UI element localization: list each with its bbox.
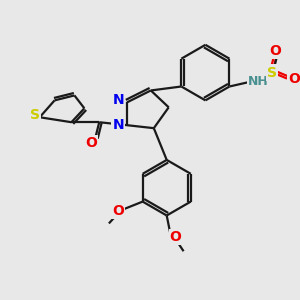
- Text: O: O: [170, 230, 182, 244]
- Text: N: N: [112, 93, 124, 107]
- Text: S: S: [267, 66, 277, 80]
- Text: S: S: [30, 108, 40, 122]
- Text: N: N: [112, 118, 124, 132]
- Text: O: O: [85, 136, 97, 150]
- Text: O: O: [288, 72, 300, 86]
- Text: O: O: [112, 203, 124, 218]
- Text: O: O: [269, 44, 281, 58]
- Text: NH: NH: [248, 75, 268, 88]
